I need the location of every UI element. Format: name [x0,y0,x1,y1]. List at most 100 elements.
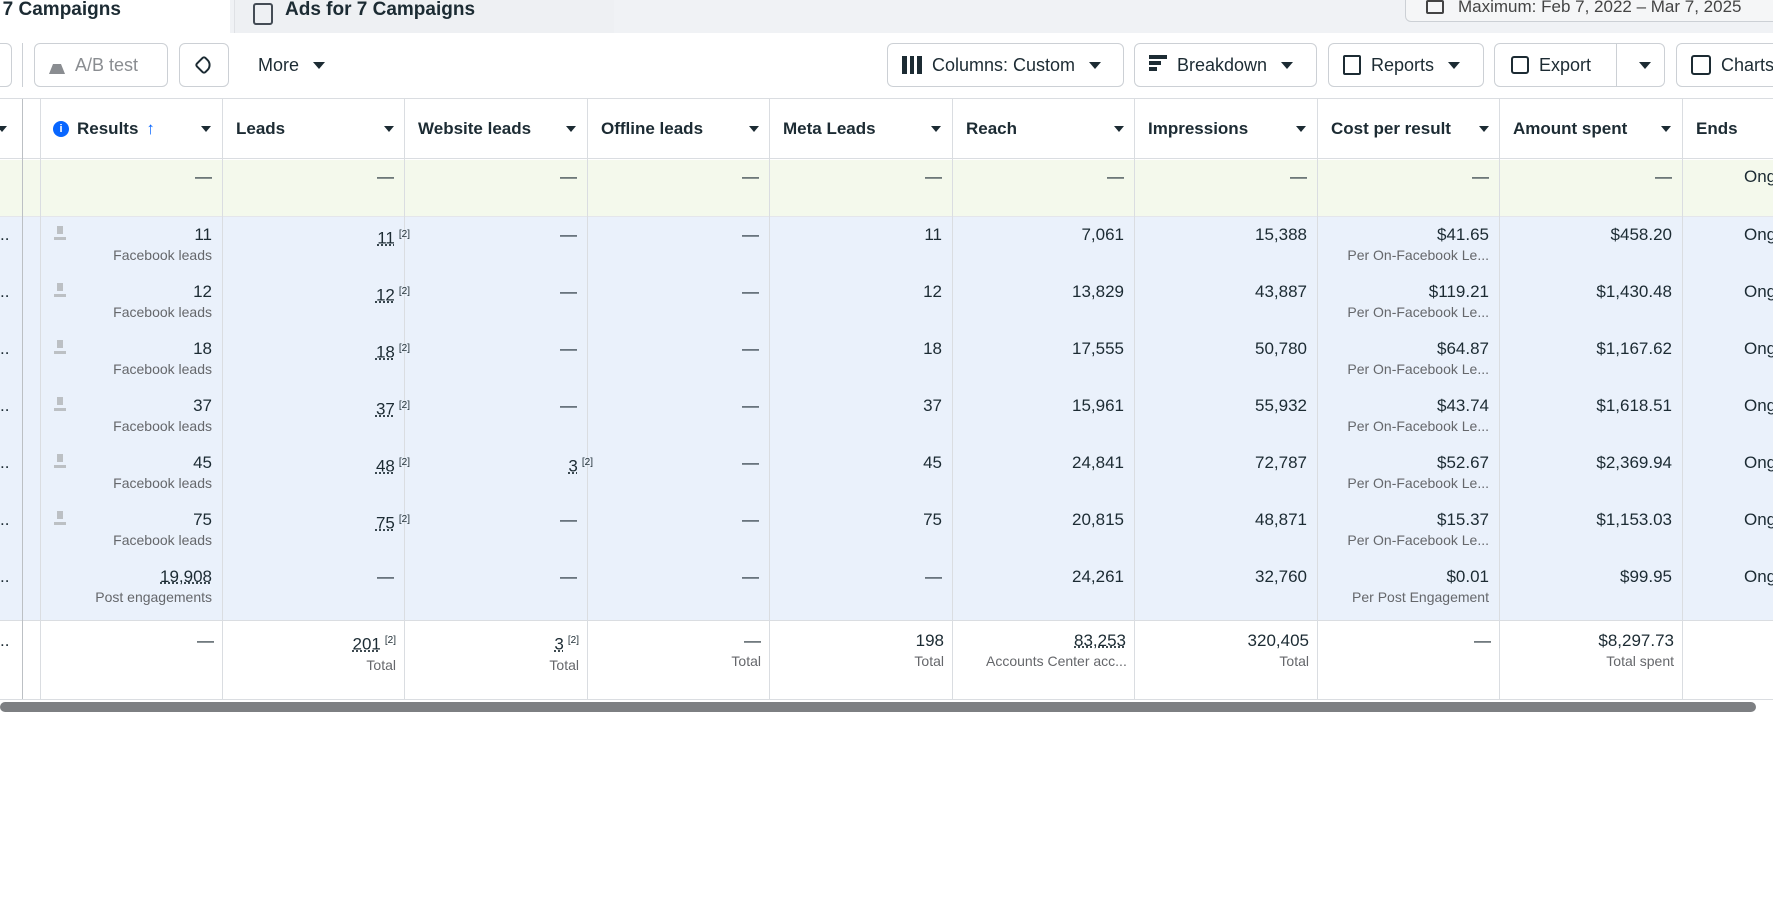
cell-subtext: Per On-Facebook Le... [1347,418,1489,434]
reports-label: Reports [1371,54,1435,75]
cell-number: — [377,567,394,586]
chevron-down-icon[interactable] [384,126,394,132]
cell-number: 15,961 [1072,396,1124,415]
calendar-icon [1426,0,1444,14]
cell-number: 75 [193,510,212,529]
cell-number: 3 [568,456,578,476]
cell-value: 18 [772,338,942,360]
cell-value: 11 [42,224,212,246]
filter-cell: — [1137,166,1307,188]
cell-number: 17,555 [1072,339,1124,358]
ab-test-button[interactable]: A/B test [34,43,168,87]
total-cell-leads: 201 [2] Total [226,630,397,674]
info-icon[interactable]: i [53,121,69,137]
more-button[interactable]: More [246,43,346,87]
tab-campaigns[interactable]: r 7 Campaigns [0,0,230,33]
col-header-reach[interactable]: Reach [966,99,1106,159]
table-cell-results: 12 Facebook leads [42,281,212,321]
cell-number: $458.20 [1610,225,1672,244]
charts-button[interactable]: Charts [1676,43,1773,87]
chevron-down-icon[interactable] [566,126,576,132]
cell-number: Ong [1744,282,1773,301]
cell-number: Ong [1744,567,1773,586]
tab-ads[interactable]: Ads for 7 Campaigns [234,0,614,33]
download-icon[interactable] [54,454,66,468]
col-header-label: Website leads [418,119,532,138]
footnote-marker: [2] [398,343,410,354]
export-button[interactable]: Export [1494,43,1665,87]
truncated-cell: .. [0,510,10,529]
cell-number: 20,815 [1072,510,1124,529]
total-subtext: Total spent [1606,653,1674,669]
totals-row [0,620,1773,700]
date-range-picker[interactable]: Maximum: Feb 7, 2022 – Mar 7, 2025 [1405,0,1773,22]
table-cell-spent: $458.20 [1502,224,1672,246]
cell-number: 24,841 [1072,453,1124,472]
cell-value: $43.74 [1319,395,1489,417]
partial-button[interactable] [0,43,12,87]
cell-value: 75 [42,509,212,531]
reports-button[interactable]: Reports [1328,43,1484,87]
chevron-down-icon[interactable] [1114,126,1124,132]
total-number: 201 [352,634,381,654]
cell-value: 24,841 [954,452,1124,474]
col-header-impressions[interactable]: Impressions [1148,99,1288,159]
table-cell-leads[interactable]: 48 [2] [232,452,410,478]
table-cell-leads[interactable]: 11 [2] [232,224,410,250]
cell-number: $99.95 [1620,567,1672,586]
cell-number: 45 [923,453,942,472]
col-header-cost-per-result[interactable]: Cost per result [1331,99,1481,159]
chevron-down-icon[interactable] [1479,126,1489,132]
total-value: 83,253 [956,630,1126,652]
table-cell-leads[interactable]: 37 [2] [232,395,410,421]
breakdown-button[interactable]: Breakdown [1134,43,1317,87]
chevron-down-icon[interactable] [0,126,7,132]
col-header-ends[interactable]: Ends [1696,99,1773,159]
cell-number: 12 [923,282,942,301]
cell-value: $52.67 [1319,452,1489,474]
chevron-down-icon [1281,61,1294,69]
cell-number: 48,871 [1255,510,1307,529]
table-cell-offline: — [589,338,759,360]
chevron-down-icon[interactable] [1296,126,1306,132]
tag-button[interactable] [179,43,229,87]
cell-subtext: Per On-Facebook Le... [1347,475,1489,491]
col-header-meta-leads[interactable]: Meta Leads [783,99,923,159]
table-cell-leads[interactable]: — [224,566,394,588]
download-icon[interactable] [54,397,66,411]
cell-number: 19,908 [160,567,212,586]
chevron-down-icon[interactable] [201,126,211,132]
col-header-offline-leads[interactable]: Offline leads [601,99,741,159]
table-cell-leads[interactable]: 12 [2] [232,281,410,307]
table-cell-cpr: $43.74 Per On-Facebook Le... [1319,395,1489,435]
chevron-down-icon[interactable] [749,126,759,132]
table-cell-leads[interactable]: 75 [2] [232,509,410,535]
download-icon[interactable] [54,226,66,240]
col-header-leads[interactable]: Leads [236,99,376,159]
cell-value: 12 [42,281,212,303]
download-icon[interactable] [54,340,66,354]
cell-value: — [224,566,394,588]
col-header-amount-spent[interactable]: Amount spent [1513,99,1663,159]
cell-value: 15,961 [954,395,1124,417]
columns-button[interactable]: Columns: Custom [887,43,1124,87]
table-cell-reach: 17,555 [954,338,1124,360]
download-icon[interactable] [54,283,66,297]
cell-number: 43,887 [1255,282,1307,301]
horizontal-scrollbar[interactable] [0,702,1756,712]
col-header-website-leads[interactable]: Website leads [418,99,558,159]
chevron-down-icon[interactable] [1661,126,1671,132]
chevron-down-icon[interactable] [931,126,941,132]
footnote-marker: [2] [398,514,410,525]
cell-value: $41.65 [1319,224,1489,246]
cell-value: — [589,224,759,246]
table-cell-leads[interactable]: 18 [2] [232,338,410,364]
cell-subtext: Per On-Facebook Le... [1347,304,1489,320]
footnote-marker: [2] [398,286,410,297]
cell-value: 48 [2] [232,452,410,478]
cell-value: 45 [42,452,212,474]
toolbar-divider [22,43,23,87]
download-icon[interactable] [54,511,66,525]
col-header-results[interactable]: i Results ↑ [53,99,213,159]
export-menu-button[interactable] [1630,43,1660,87]
